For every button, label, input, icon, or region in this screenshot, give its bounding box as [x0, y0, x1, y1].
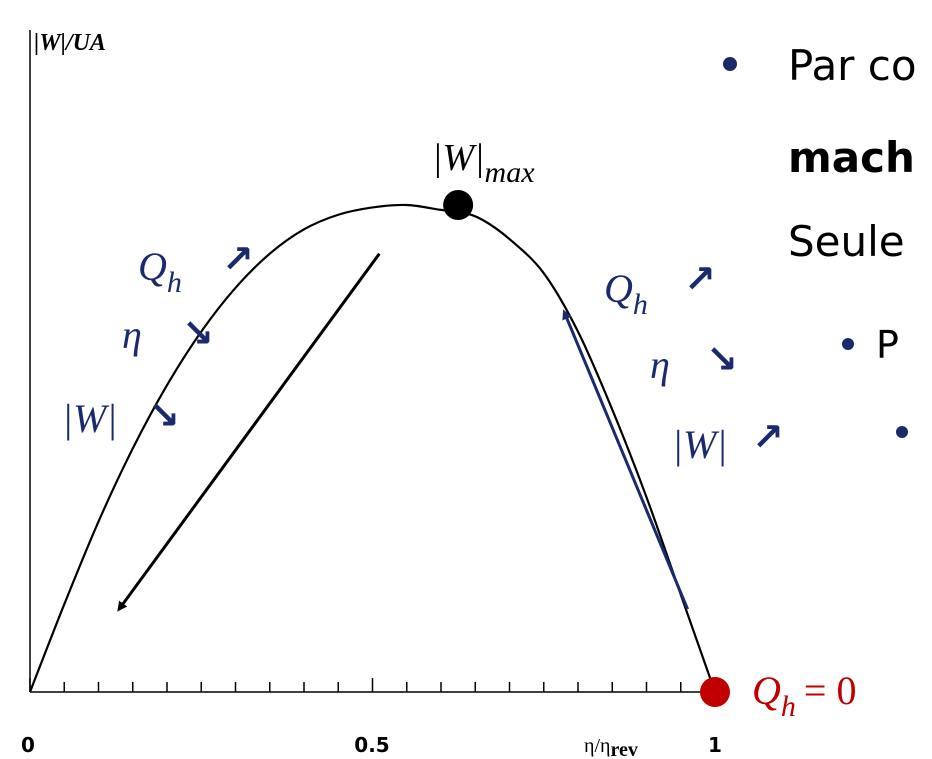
- left-qh-label: Qh: [138, 244, 182, 299]
- x-tick-label-0: 0: [21, 733, 35, 757]
- bullet-1: [723, 57, 737, 71]
- x-tick-label-2: 1: [708, 733, 722, 757]
- side-text-line2: mach: [788, 133, 915, 182]
- max-point-label: |W|max: [432, 137, 535, 189]
- side-text-line4: P: [876, 323, 899, 367]
- right-w-label: |W|: [672, 422, 727, 467]
- right-eta-arrow: ↘: [706, 337, 738, 381]
- y-axis-label: |W|/UA: [34, 30, 106, 56]
- work-curve: [28, 203, 717, 693]
- bullet-3: [896, 426, 908, 438]
- right-eta-label: η: [650, 342, 670, 387]
- right-w-arrow: ↗: [752, 415, 784, 459]
- zero-heat-point: [700, 677, 730, 707]
- left-eta-arrow: ↘: [182, 311, 214, 355]
- right-qh-arrow: ↗: [684, 257, 716, 301]
- right-qh-label: Qh: [604, 266, 648, 321]
- x-axis-minor-ticks: [29, 678, 716, 692]
- left-qh-arrow: ↗: [222, 237, 254, 281]
- side-text-line3: Seule: [788, 217, 905, 266]
- bullet-2: [842, 338, 854, 350]
- arrow-right-ascending: [562, 309, 689, 610]
- zero-point-label: Qh = 0: [752, 668, 856, 723]
- left-w-arrow: ↘: [148, 393, 180, 437]
- x-axis-label: η/ηrev: [584, 735, 638, 759]
- x-tick-label-1: 0.5: [354, 733, 389, 757]
- side-text-line1: Par co: [788, 41, 917, 90]
- arrow-left-descending: [117, 252, 381, 612]
- left-eta-label: η: [122, 312, 142, 357]
- left-w-label: |W|: [62, 396, 117, 441]
- max-work-point: [443, 190, 474, 220]
